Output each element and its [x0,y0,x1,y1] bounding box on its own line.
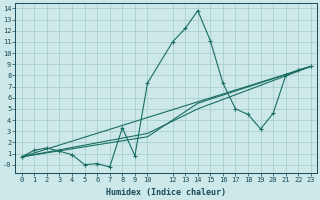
X-axis label: Humidex (Indice chaleur): Humidex (Indice chaleur) [106,188,226,197]
